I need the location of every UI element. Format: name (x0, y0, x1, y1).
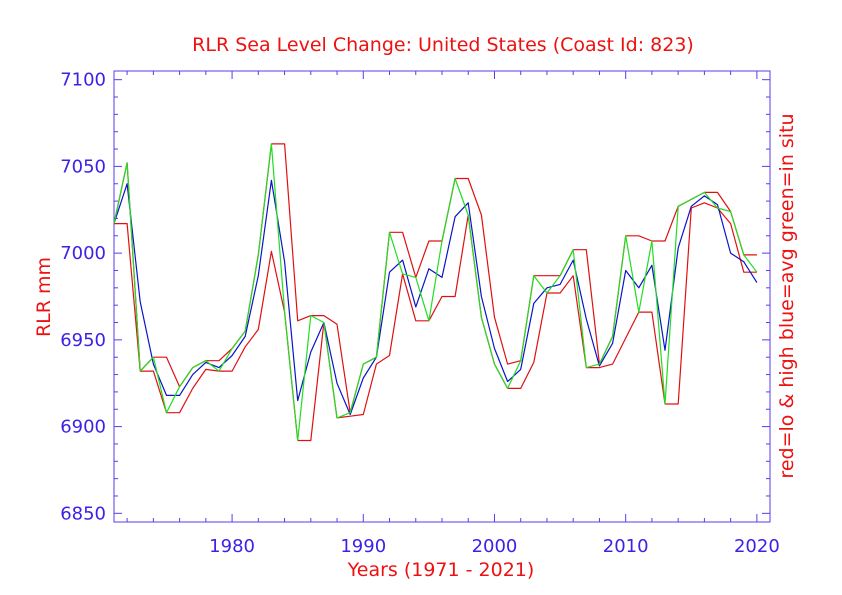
y-axis-label: RLR mm (33, 257, 55, 337)
x-axis-label: Years (1971 - 2021) (347, 559, 535, 581)
x-tick-labels: 1980 1990 2000 2010 2020 (209, 536, 780, 557)
x-tick-label: 1990 (340, 536, 386, 557)
series-line-in-situ (113, 143, 758, 442)
y-tick-label: 7050 (60, 156, 106, 177)
y-tick-label: 6900 (60, 417, 106, 438)
y-tick-label: 7000 (60, 243, 106, 264)
y2-axis-label: red=lo & high blue=avg green=in situ (776, 113, 798, 478)
y-tick-labels: 6850 6900 6950 7000 7050 7100 (60, 70, 106, 525)
series-lines (113, 143, 758, 442)
axis-ticks (114, 71, 770, 522)
y-tick-label: 6950 (60, 330, 106, 351)
series-line-low (114, 202, 757, 442)
x-tick-label: 1980 (209, 536, 255, 557)
x-tick-label: 2000 (472, 536, 518, 557)
x-tick-label: 2020 (734, 536, 780, 557)
series-line-high (113, 143, 757, 414)
series-line-avg (113, 179, 758, 416)
chart-title: RLR Sea Level Change: United States (Coa… (192, 34, 694, 56)
x-tick-label: 2010 (603, 536, 649, 557)
y-tick-label: 6850 (60, 503, 106, 524)
y-tick-label: 7100 (60, 70, 106, 91)
